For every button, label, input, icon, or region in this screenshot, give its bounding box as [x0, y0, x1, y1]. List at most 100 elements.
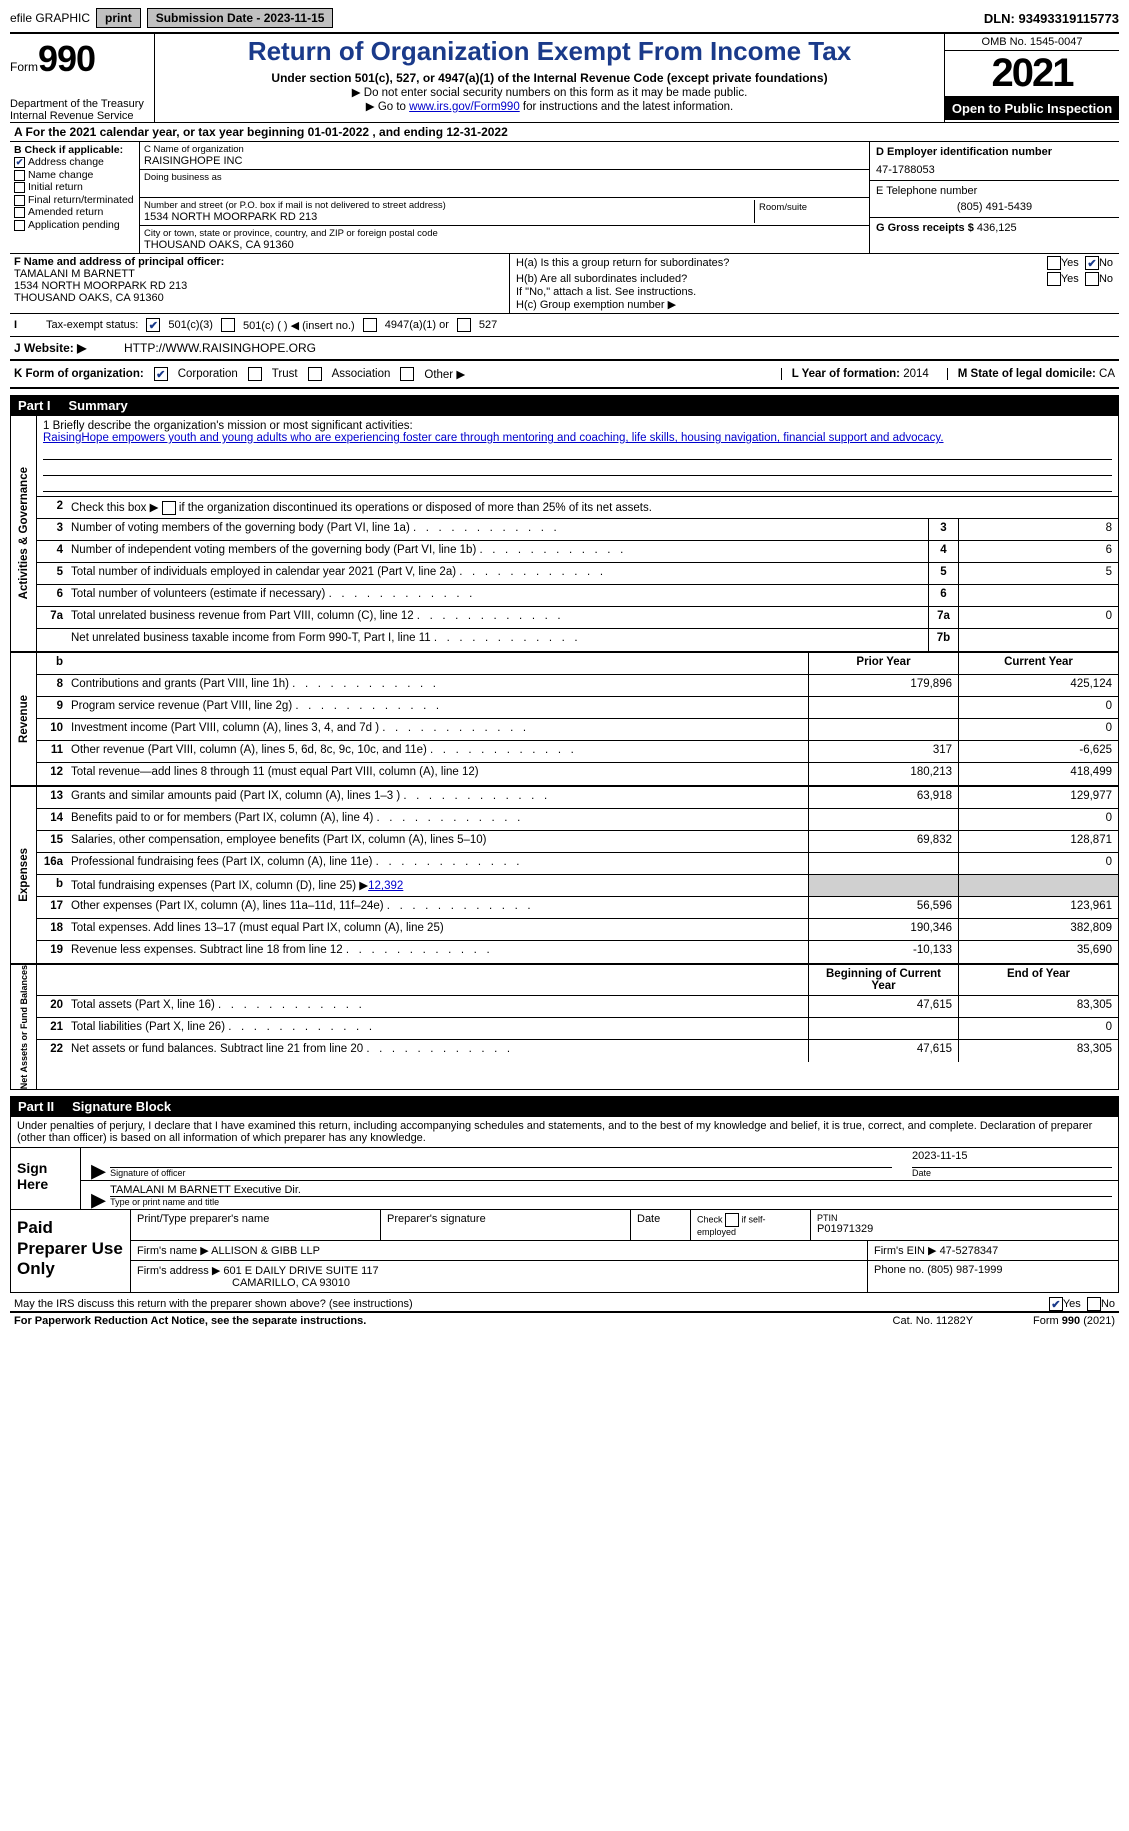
527-checkbox[interactable]: [457, 318, 471, 332]
i-501c3: 501(c)(3): [168, 319, 213, 331]
discuss-yes-checkbox[interactable]: [1049, 1297, 1063, 1311]
r11-desc: Other revenue (Part VIII, column (A), li…: [69, 741, 808, 762]
orgname-value: RAISINGHOPE INC: [144, 155, 865, 167]
r16b-desc: Total fundraising expenses (Part IX, col…: [69, 875, 808, 896]
name-change-checkbox[interactable]: [14, 170, 25, 181]
mission-block: 1 Briefly describe the organization's mi…: [37, 416, 1118, 497]
firm-ein-value: 47-5278347: [940, 1245, 999, 1257]
sig-date-value: 2023-11-15: [912, 1150, 1112, 1168]
firm-addr1: 601 E DAILY DRIVE SUITE 117: [223, 1265, 378, 1277]
k-label: K Form of organization:: [14, 368, 144, 380]
print-button[interactable]: print: [96, 8, 141, 28]
sig-declaration: Under penalties of perjury, I declare th…: [11, 1117, 1118, 1148]
sign-here-label: Sign Here: [11, 1148, 81, 1209]
revenue-section: Revenue bPrior YearCurrent Year 8Contrib…: [10, 652, 1119, 786]
r16b-value: 12,392: [368, 880, 403, 892]
caret-icon: ▸: [87, 1163, 110, 1178]
discuss-label: May the IRS discuss this return with the…: [14, 1298, 1049, 1310]
topbar: efile GRAPHIC print Submission Date - 20…: [10, 8, 1119, 28]
r10-p: [808, 719, 958, 740]
assoc-checkbox[interactable]: [308, 367, 322, 381]
ha-no-checkbox[interactable]: [1085, 256, 1099, 270]
501c-checkbox[interactable]: [221, 318, 235, 332]
hb-no-checkbox[interactable]: [1085, 272, 1099, 286]
r14-desc: Benefits paid to or for members (Part IX…: [69, 809, 808, 830]
final-return-checkbox[interactable]: [14, 195, 25, 206]
submission-button[interactable]: Submission Date - 2023-11-15: [147, 8, 334, 28]
col-b-checkboxes: B Check if applicable: Address change Na…: [10, 142, 140, 253]
m-label: M State of legal domicile:: [958, 368, 1096, 380]
addr-value: 1534 NORTH MOORPARK RD 213: [144, 211, 754, 223]
discuss-yes: Yes: [1063, 1298, 1081, 1310]
part2-num: Part II: [18, 1099, 54, 1114]
r9-desc: Program service revenue (Part VIII, line…: [69, 697, 808, 718]
ha-yes-checkbox[interactable]: [1047, 256, 1061, 270]
r14-c: 0: [958, 809, 1118, 830]
corp-checkbox[interactable]: [154, 367, 168, 381]
r16a-p: [808, 853, 958, 874]
efile-label: efile GRAPHIC: [10, 11, 90, 25]
part1-title: Summary: [69, 398, 128, 413]
signature-block: Under penalties of perjury, I declare th…: [10, 1117, 1119, 1293]
r13-desc: Grants and similar amounts paid (Part IX…: [69, 787, 808, 808]
r7b-desc: Net unrelated business taxable income fr…: [69, 629, 928, 651]
end-year-hdr: End of Year: [958, 965, 1118, 995]
col-b-label: B Check if applicable:: [14, 144, 135, 156]
r7b-val: [958, 629, 1118, 651]
k-corp: Corporation: [178, 368, 238, 380]
i-label: Tax-exempt status:: [46, 319, 138, 331]
r12-p: 180,213: [808, 763, 958, 785]
ag-strip: Activities & Governance: [11, 416, 37, 651]
sig-date-label: Date: [912, 1168, 1112, 1178]
main-info-block: B Check if applicable: Address change Na…: [10, 141, 1119, 253]
firm-value: ALLISON & GIBB LLP: [211, 1245, 320, 1257]
r21-p: [808, 1018, 958, 1039]
city-value: THOUSAND OAKS, CA 91360: [144, 239, 865, 251]
paid-h1: Print/Type preparer's name: [131, 1210, 381, 1240]
ha-label: H(a) Is this a group return for subordin…: [516, 257, 1047, 269]
r22-p: 47,615: [808, 1040, 958, 1062]
discuss-row: May the IRS discuss this return with the…: [10, 1293, 1119, 1311]
r7a-val: 0: [958, 607, 1118, 628]
amended-return-checkbox[interactable]: [14, 207, 25, 218]
application-pending-checkbox[interactable]: [14, 220, 25, 231]
dba-label: Doing business as: [144, 172, 865, 183]
r7a-desc: Total unrelated business revenue from Pa…: [69, 607, 928, 628]
r15-desc: Salaries, other compensation, employee b…: [69, 831, 808, 852]
r9-p: [808, 697, 958, 718]
opt-initial: Initial return: [28, 182, 83, 194]
sig-name-label: Type or print name and title: [110, 1197, 1112, 1207]
trust-checkbox[interactable]: [248, 367, 262, 381]
r13-c: 129,977: [958, 787, 1118, 808]
self-employed-checkbox[interactable]: [725, 1213, 739, 1227]
r12-desc: Total revenue—add lines 8 through 11 (mu…: [69, 763, 808, 785]
r5-desc: Total number of individuals employed in …: [69, 563, 928, 584]
r11-c: -6,625: [958, 741, 1118, 762]
r20-c: 83,305: [958, 996, 1118, 1017]
address-change-checkbox[interactable]: [14, 157, 25, 168]
r3-val: 8: [958, 519, 1118, 540]
discuss-no-checkbox[interactable]: [1087, 1297, 1101, 1311]
r8-desc: Contributions and grants (Part VIII, lin…: [69, 675, 808, 696]
ein-value: 47-1788053: [876, 164, 1113, 176]
hb-yes-checkbox[interactable]: [1047, 272, 1061, 286]
omb-number: OMB No. 1545-0047: [945, 34, 1119, 51]
hb-yes: Yes: [1061, 273, 1079, 285]
firm-ein-label: Firm's EIN ▶: [874, 1245, 937, 1257]
irs-link[interactable]: www.irs.gov/Form990: [409, 101, 520, 113]
r10-desc: Investment income (Part VIII, column (A)…: [69, 719, 808, 740]
row-i-status: I Tax-exempt status: 501(c)(3) 501(c) ( …: [10, 313, 1119, 336]
paid-preparer-label: Paid Preparer Use Only: [11, 1210, 131, 1292]
r2-checkbox[interactable]: [162, 501, 176, 515]
other-checkbox[interactable]: [400, 367, 414, 381]
r22-desc: Net assets or fund balances. Subtract li…: [69, 1040, 808, 1062]
city-label: City or town, state or province, country…: [144, 228, 865, 239]
part2-title: Signature Block: [72, 1099, 171, 1114]
k-assoc: Association: [332, 368, 391, 380]
discuss-no: No: [1101, 1298, 1115, 1310]
ha-yes: Yes: [1061, 257, 1079, 269]
mission-label: 1 Briefly describe the organization's mi…: [43, 420, 1112, 432]
initial-return-checkbox[interactable]: [14, 182, 25, 193]
4947-checkbox[interactable]: [363, 318, 377, 332]
501c3-checkbox[interactable]: [146, 318, 160, 332]
